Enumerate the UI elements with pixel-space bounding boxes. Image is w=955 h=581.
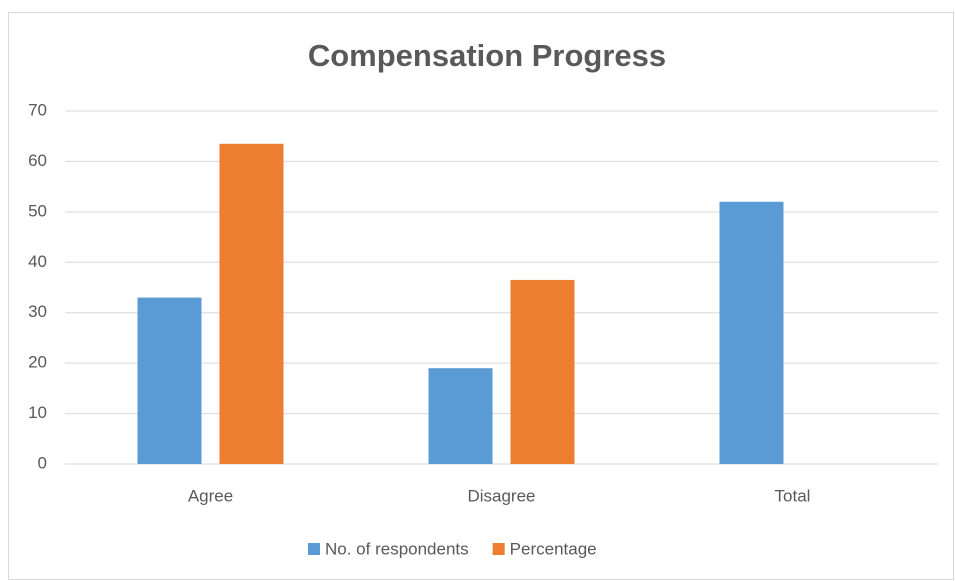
y-tick-label: 70 [28,100,47,119]
y-tick-label: 20 [28,353,47,372]
legend-label: Percentage [510,539,597,558]
legend-swatch [492,543,505,555]
bar [137,297,202,464]
chart-title: Compensation Progress [308,38,666,73]
bar [719,201,784,464]
y-tick-label: 60 [28,151,47,170]
legend-label: No. of respondents [325,539,469,558]
y-tick-label: 10 [28,403,47,422]
x-tick-label: Disagree [467,486,535,505]
bar [219,143,284,464]
x-tick-label: Agree [188,486,233,505]
bar [428,368,493,464]
legend-swatch [308,543,320,555]
bar [510,279,575,464]
y-tick-label: 40 [28,252,47,271]
y-tick-label: 30 [28,302,47,321]
x-tick-label: Total [775,486,811,505]
y-tick-label: 0 [38,453,47,472]
y-tick-label: 50 [28,201,47,220]
chart-border [8,12,954,580]
